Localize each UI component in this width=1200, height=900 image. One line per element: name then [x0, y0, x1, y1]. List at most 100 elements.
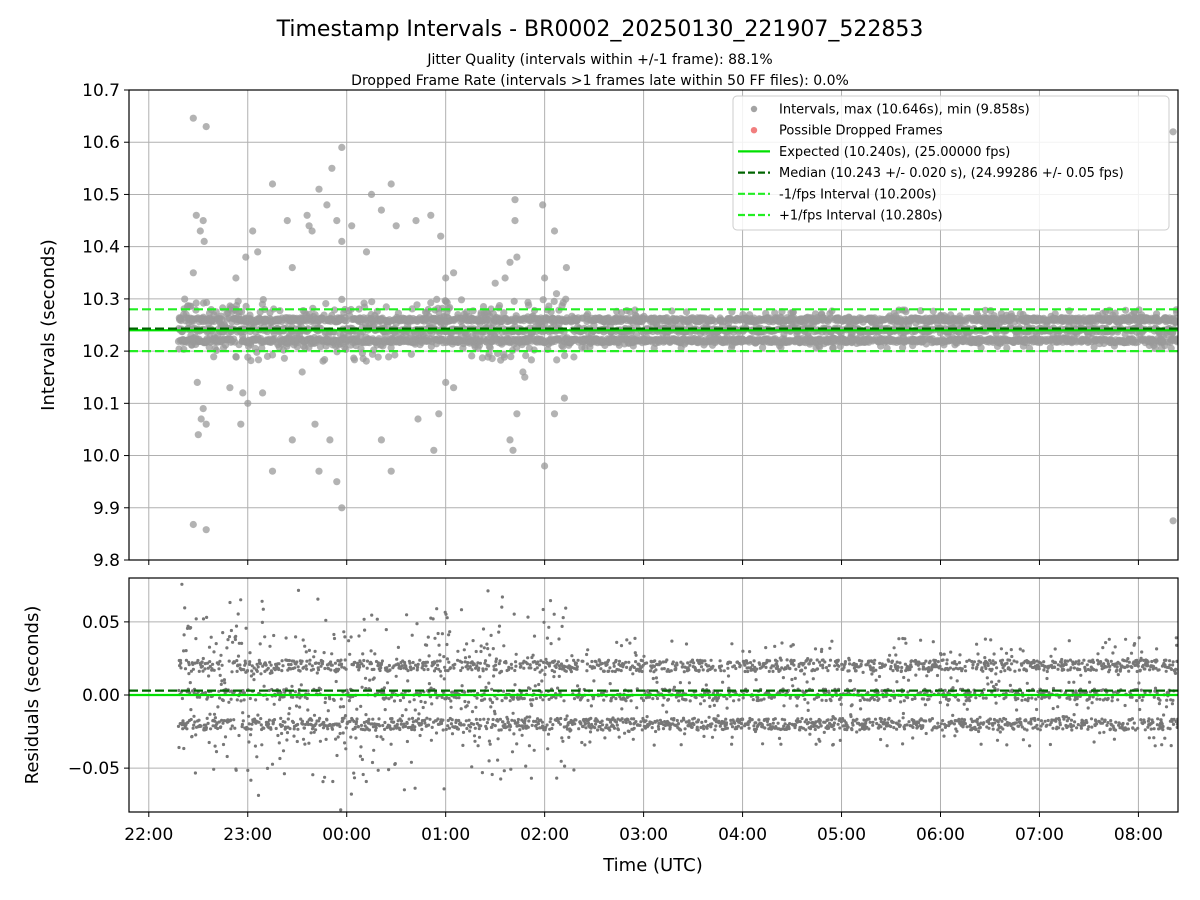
residual-point: [406, 679, 410, 683]
residual-point: [528, 698, 533, 702]
residual-point: [461, 730, 466, 735]
residual-point: [400, 714, 404, 718]
interval-point: [391, 351, 399, 359]
residual-point: [369, 649, 373, 653]
interval-outlier-point: [303, 211, 311, 219]
interval-point: [433, 295, 441, 303]
residual-point: [443, 668, 448, 673]
residual-point: [358, 754, 362, 758]
residual-point: [438, 653, 442, 657]
residual-point: [464, 719, 468, 723]
residual-point: [405, 739, 409, 744]
residual-point: [278, 756, 282, 761]
residual-point: [457, 718, 461, 723]
interval-outlier-point: [562, 264, 571, 272]
residual-point: [205, 661, 210, 665]
interval-outlier-point: [338, 504, 346, 512]
residual-point: [389, 742, 393, 746]
residual-point: [537, 682, 541, 687]
residual-point: [194, 733, 198, 737]
residual-point: [274, 726, 278, 731]
residual-point: [483, 659, 488, 663]
interval-outlier-point: [501, 274, 509, 282]
intervals-plot-area: [129, 114, 1178, 534]
residual-point: [265, 766, 270, 771]
residual-point: [339, 697, 343, 701]
residual-point: [479, 724, 483, 728]
residual-point: [179, 661, 183, 665]
residual-point: [388, 668, 392, 672]
residual-point: [360, 662, 364, 666]
residual-point: [188, 691, 192, 695]
interval-outlier-point: [226, 384, 234, 392]
residual-point: [355, 707, 359, 711]
residual-point: [385, 681, 390, 685]
residual-point: [446, 724, 450, 728]
residual-point: [490, 772, 494, 777]
residual-point: [413, 725, 417, 729]
residual-point: [364, 779, 368, 784]
residual-point: [438, 659, 442, 663]
residual-point: [470, 765, 474, 769]
residual-point: [401, 696, 406, 700]
residual-point: [537, 663, 542, 667]
residual-point: [349, 792, 353, 796]
residual-point: [285, 731, 290, 735]
residual-point: [447, 696, 451, 701]
residual-point: [527, 719, 531, 723]
interval-outlier-point: [311, 420, 319, 428]
residual-point: [305, 667, 309, 671]
residual-point: [230, 724, 234, 728]
residual-point: [387, 768, 391, 772]
residual-point: [519, 664, 523, 668]
residual-point: [247, 662, 252, 667]
interval-outlier-point: [202, 420, 210, 428]
residual-point: [189, 626, 193, 630]
residual-point: [183, 667, 188, 671]
residual-point: [296, 665, 300, 669]
residual-point: [241, 719, 245, 723]
residual-point: [249, 727, 253, 731]
interval-outlier-point: [202, 123, 210, 131]
residual-point: [234, 624, 239, 628]
residual-point: [192, 723, 196, 727]
residual-point: [343, 714, 348, 718]
interval-point: [254, 356, 263, 364]
residual-point: [372, 676, 376, 680]
interval-outlier-point: [192, 211, 200, 219]
residual-point: [477, 735, 482, 739]
residual-point: [445, 642, 449, 647]
residual-point: [182, 649, 186, 653]
residual-point: [531, 653, 535, 657]
residual-point: [210, 667, 214, 671]
residual-point: [312, 730, 316, 734]
residual-point: [250, 664, 254, 668]
interval-outlier-point: [202, 526, 210, 534]
residual-point: [465, 664, 469, 668]
interval-point: [899, 344, 907, 352]
residual-point: [255, 669, 259, 674]
residual-point: [221, 631, 225, 635]
interval-point: [457, 296, 466, 304]
residual-point: [282, 688, 286, 692]
residual-point: [337, 722, 341, 726]
interval-point: [507, 353, 515, 361]
interval-outlier-point: [326, 436, 334, 444]
residual-point: [519, 691, 523, 695]
residual-point: [178, 664, 182, 668]
residual-point: [187, 663, 191, 667]
residual-point: [535, 726, 539, 731]
residual-point: [192, 714, 196, 718]
residual-point: [383, 727, 387, 732]
residual-point: [415, 668, 419, 672]
residual-point: [479, 644, 483, 648]
residual-point: [221, 742, 226, 747]
residual-point: [217, 689, 221, 693]
residual-point: [257, 720, 261, 724]
residual-point: [186, 624, 190, 628]
residual-point: [496, 719, 500, 723]
residual-point: [404, 708, 408, 712]
residual-point: [522, 666, 526, 670]
residual-point: [444, 612, 448, 616]
residual-point: [301, 737, 306, 741]
